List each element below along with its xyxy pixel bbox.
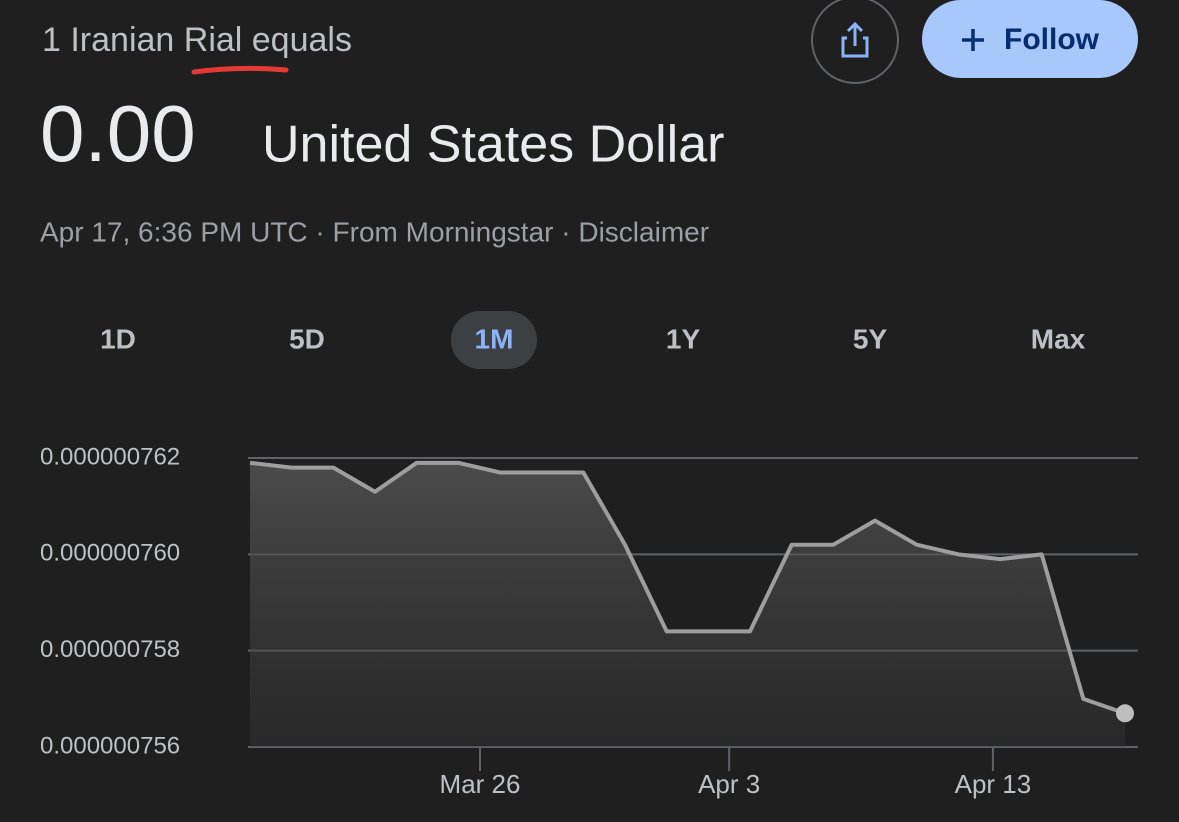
range-label: Max — [1031, 323, 1086, 354]
share-circle — [811, 0, 899, 84]
red-underline — [191, 65, 289, 75]
range-label: 1D — [100, 323, 136, 354]
share-icon — [841, 21, 869, 58]
currency-name: United States Dollar — [262, 116, 724, 174]
price-line — [249, 460, 1126, 716]
line-area — [250, 462, 1125, 747]
y-tick-label: 0.000000760 — [40, 540, 180, 567]
range-label: 5Y — [853, 323, 888, 354]
range-label: 1M — [475, 323, 514, 354]
x-tick-label: Apr 13 — [955, 769, 1032, 799]
range-tab[interactable]: Max — [1031, 323, 1086, 354]
range-tab[interactable]: 1Y — [666, 323, 701, 354]
range-tab[interactable]: 1D — [100, 323, 136, 354]
range-tab[interactable]: 5Y — [853, 323, 888, 354]
follow-label: Follow — [1004, 23, 1100, 56]
meta: Apr 17, 6:36 PM UTC · From Morningstar ·… — [40, 216, 709, 247]
y-tick-label: 0.000000758 — [40, 636, 180, 663]
y-tick-label: 0.000000756 — [40, 732, 180, 759]
x-tick-label: Mar 26 — [440, 769, 521, 799]
plus-icon — [962, 29, 984, 51]
range-tab[interactable]: 1M — [451, 311, 537, 369]
range-tabs: 1D 5D 1M 1Y 5Y Max — [100, 311, 1086, 369]
y-tick-label: 0.000000762 — [40, 443, 180, 470]
range-selected-bg — [451, 311, 537, 369]
range-tab[interactable]: 5D — [289, 323, 325, 354]
prefix: 1 Iranian Rial equals — [42, 21, 352, 59]
chart: 0.000000756 0.000000758 0.000000760 0.00000… — [40, 443, 1138, 799]
range-label: 5D — [289, 323, 325, 354]
share-button[interactable] — [811, 0, 899, 84]
follow-button[interactable]: Follow — [922, 0, 1138, 78]
x-tick-label: Apr 3 — [698, 769, 760, 799]
end-dot — [1116, 704, 1134, 723]
range-label: 1Y — [666, 323, 701, 354]
rate-value: 0.00 — [40, 89, 196, 178]
follow-bg — [922, 0, 1138, 78]
